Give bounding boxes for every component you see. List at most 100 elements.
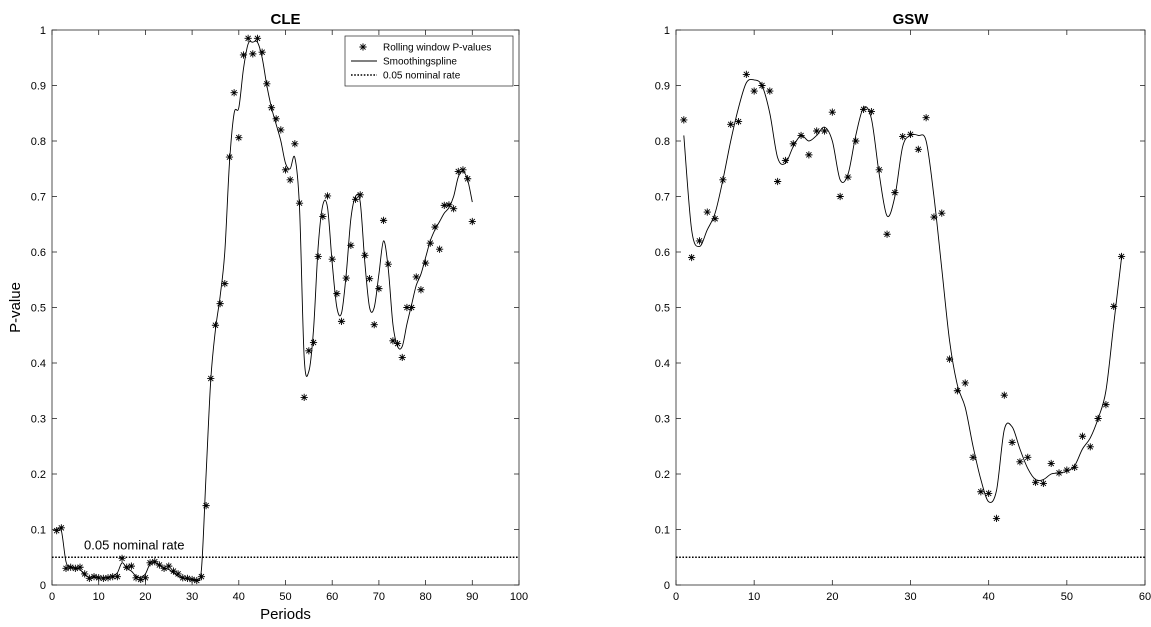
p-value-point (750, 87, 758, 95)
p-value-point (99, 574, 107, 582)
p-value-point (305, 347, 313, 355)
p-value-point (295, 199, 304, 207)
p-value-point (412, 273, 420, 281)
p-value-point (454, 167, 462, 176)
p-value-point (216, 300, 224, 308)
p-value-point (281, 166, 290, 174)
p-value-point (286, 176, 294, 184)
x-tick-label: 40 (983, 591, 995, 603)
chart-title: CLE (271, 11, 301, 28)
p-value-point (277, 126, 285, 134)
p-value-point (875, 166, 883, 174)
p-value-point (95, 574, 103, 582)
p-value-point (333, 290, 341, 298)
p-value-point (113, 573, 121, 581)
x-tick-label: 60 (1139, 591, 1151, 603)
p-value-point (1031, 478, 1040, 486)
p-value-point (445, 201, 453, 209)
x-tick-label: 60 (326, 591, 338, 603)
p-value-point (1071, 463, 1079, 471)
y-tick-label: 0.4 (655, 358, 670, 370)
plot-area (675, 29, 1146, 586)
p-value-point (300, 393, 308, 402)
p-value-point (132, 574, 140, 582)
p-value-point (1039, 479, 1047, 488)
p-value-point (440, 201, 448, 209)
p-value-point (1086, 443, 1094, 451)
p-value-point (160, 564, 168, 572)
y-tick-label: 0.4 (31, 358, 46, 370)
p-value-point (797, 131, 805, 140)
p-value-point (734, 117, 743, 126)
p-value-point (76, 563, 84, 571)
p-value-point (174, 570, 182, 578)
p-value-point (766, 87, 774, 95)
p-value-point (258, 48, 266, 56)
x-tick-label: 90 (466, 591, 478, 603)
p-value-point (464, 175, 472, 183)
p-value-point (85, 574, 93, 582)
p-value-point (985, 489, 993, 498)
x-tick-label: 0 (49, 591, 55, 603)
p-value-point (393, 339, 402, 348)
p-value-point (711, 215, 719, 223)
p-value-point (468, 217, 476, 226)
y-tick-label: 0.9 (655, 81, 670, 93)
x-tick-label: 30 (186, 591, 198, 603)
p-value-point (891, 189, 899, 197)
y-tick-label: 0.1 (31, 525, 46, 537)
x-tick-label: 80 (419, 591, 431, 603)
p-value-point (422, 259, 430, 267)
p-value-point (71, 564, 79, 572)
p-value-point (244, 34, 252, 42)
p-value-point (253, 34, 262, 42)
y-tick-label: 0.3 (655, 414, 670, 426)
p-value-point (225, 153, 234, 161)
p-value-point (193, 576, 201, 585)
legend-marker-pvalues (359, 43, 367, 51)
p-value-point (165, 562, 173, 570)
p-value-point (104, 574, 112, 582)
p-value-point (207, 374, 215, 383)
p-value-point (151, 558, 159, 566)
p-value-point (90, 573, 98, 581)
p-value-point (127, 562, 135, 570)
p-value-point (267, 104, 276, 112)
p-value-point (688, 253, 696, 262)
y-tick-label: 0.5 (31, 303, 46, 315)
p-value-point (379, 216, 388, 224)
p-value-point (774, 177, 782, 186)
x-tick-label: 40 (233, 591, 245, 603)
p-value-point (62, 564, 70, 572)
p-value-point (899, 132, 907, 141)
p-value-point (906, 130, 915, 138)
p-value-point (389, 337, 397, 345)
x-tick-label: 50 (279, 591, 291, 603)
p-value-point (169, 567, 178, 575)
p-value-point (945, 355, 954, 363)
p-value-point (356, 191, 364, 199)
p-value-point (137, 575, 145, 584)
legend-entry: Rolling window P-values (383, 43, 491, 54)
x-tick-label: 20 (826, 591, 838, 603)
p-value-point (370, 321, 378, 329)
p-value-point (1078, 432, 1087, 440)
p-value-point (328, 255, 336, 263)
y-tick-label: 0.7 (31, 192, 46, 204)
y-tick-label: 0.6 (655, 247, 670, 259)
p-value-point (867, 107, 876, 116)
p-value-point (695, 237, 704, 245)
y-tick-label: 1 (40, 25, 46, 37)
x-axis-label: Periods (260, 606, 311, 622)
p-value-point (727, 120, 735, 128)
p-value-point (179, 574, 187, 582)
p-value-point (319, 212, 327, 221)
p-value-point (836, 192, 844, 201)
p-value-point (1047, 459, 1055, 468)
y-tick-label: 0 (664, 580, 670, 592)
p-value-point (781, 156, 790, 165)
p-value-point (789, 140, 797, 148)
p-value-point (969, 453, 977, 461)
p-value-point (291, 140, 299, 148)
p-value-point (263, 80, 271, 88)
